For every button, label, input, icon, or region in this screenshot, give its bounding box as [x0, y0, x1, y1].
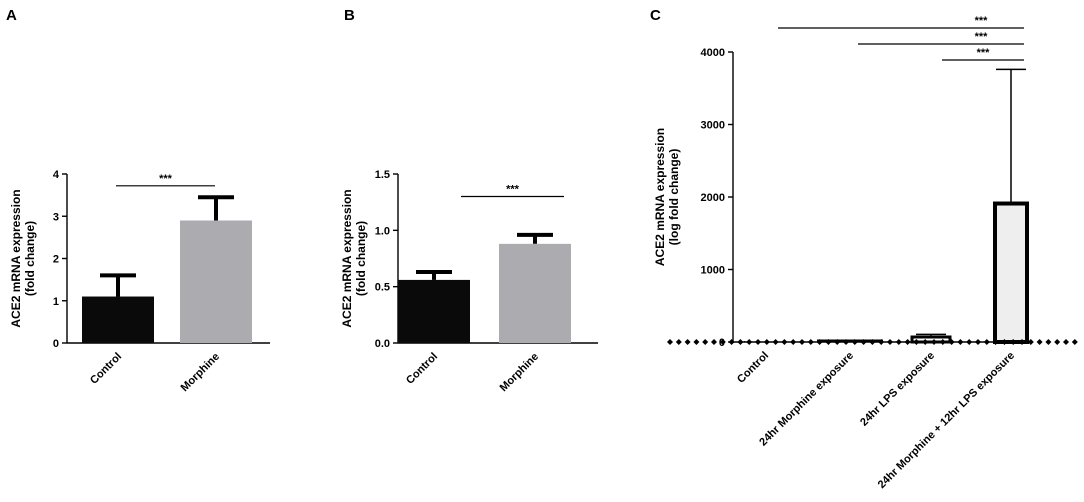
panel-letter: A [6, 7, 17, 24]
baseline-marker [869, 339, 876, 345]
category-label: 24hr Morphine exposure [757, 350, 856, 449]
baseline-marker [1027, 339, 1034, 345]
baseline-marker [1001, 339, 1008, 345]
baseline-marker [957, 339, 964, 345]
baseline-marker [1063, 339, 1069, 345]
y-tick-label: 0 [53, 338, 59, 350]
baseline-marker [763, 339, 770, 345]
baseline-marker [781, 339, 788, 345]
y-axis-label: ACE2 mRNA expression [340, 189, 354, 327]
y-tick-label: 1 [53, 296, 59, 308]
baseline-marker [790, 339, 797, 345]
panel-c: C01000200030004000ACE2 mRNA expression(l… [650, 7, 1078, 491]
baseline-marker [931, 339, 937, 345]
category-label: Control [88, 351, 124, 387]
y-tick-label: 3000 [701, 120, 725, 132]
bar-morphine [180, 220, 252, 343]
y-tick-label: 4000 [701, 47, 725, 59]
y-tick-label: 0.0 [375, 338, 390, 350]
baseline-marker [948, 339, 955, 345]
baseline-marker [816, 339, 823, 345]
significance-label: *** [977, 47, 991, 59]
bar-control [82, 296, 154, 343]
baseline-marker [1010, 339, 1017, 345]
significance-label: *** [159, 173, 173, 185]
baseline-marker [1054, 339, 1061, 345]
bar-control [398, 279, 470, 343]
y-axis-label: ACE2 mRNA expression [9, 189, 23, 327]
baseline-marker [772, 339, 779, 345]
baseline-marker [904, 339, 911, 345]
panel-letter: C [650, 7, 661, 24]
baseline-marker [922, 339, 929, 345]
significance-label: *** [975, 15, 989, 27]
baseline-marker [975, 339, 981, 345]
baseline-marker [878, 339, 885, 345]
y-tick-label: 3 [53, 211, 59, 223]
baseline-marker [992, 339, 999, 345]
baseline-marker [693, 339, 700, 345]
y-axis-label-unit: (fold change) [23, 221, 37, 296]
panel-b: B 0.0 0.5 1.0 1.5 ACE2 mRNA expression (fold c… [340, 7, 598, 394]
y-tick-label: 1.5 [375, 169, 390, 181]
category-label: Morphine [498, 351, 541, 394]
baseline-marker [913, 339, 920, 345]
panel-letter: B [344, 7, 355, 24]
baseline-marker [807, 339, 814, 345]
significance-label: *** [975, 31, 989, 43]
significance-label: *** [506, 184, 520, 196]
baseline-marker [834, 339, 841, 345]
y-tick-label: 0.5 [375, 282, 390, 294]
baseline-marker [1045, 339, 1052, 345]
baseline-marker [1019, 339, 1025, 345]
baseline-marker [983, 339, 990, 345]
category-label: 24hr LPS exposure [858, 350, 937, 429]
baseline-marker [966, 339, 973, 345]
y-axis-label-unit: (log fold change) [667, 149, 681, 246]
baseline-marker [1036, 339, 1043, 345]
y-tick-label: 1.0 [375, 225, 390, 237]
baseline-markers [667, 339, 1078, 345]
baseline-marker [711, 339, 717, 345]
category-label: Morphine [179, 351, 222, 394]
baseline-marker [755, 339, 761, 345]
bar-morphine [499, 243, 571, 343]
baseline-marker [887, 339, 893, 345]
baseline-marker [667, 339, 673, 345]
baseline-marker [684, 339, 691, 345]
baseline-marker [702, 339, 709, 345]
baseline-marker [895, 339, 902, 345]
baseline-marker [939, 339, 946, 345]
baseline-marker [825, 339, 832, 345]
baseline-marker [719, 339, 726, 345]
y-tick-label: 1000 [701, 265, 725, 277]
category-label: Control [735, 350, 771, 386]
baseline-marker [728, 339, 735, 345]
baseline-marker [851, 339, 858, 345]
baseline-marker [1071, 339, 1078, 345]
baseline-marker [799, 339, 805, 345]
bar-24hr-morphine-12hr-lps-exposure [993, 201, 1029, 344]
y-tick-label: 4 [53, 169, 60, 181]
y-tick-label: 2000 [701, 192, 725, 204]
panel-a: A 0 1 2 3 4 ACE2 mRNA expression (fold change) C… [6, 7, 270, 394]
baseline-marker [737, 339, 744, 345]
category-label: Control [404, 351, 440, 387]
baseline-marker [860, 339, 867, 345]
y-axis-label: ACE2 mRNA expression [653, 128, 667, 266]
category-label: 24hr Morphine + 12hr LPS exposure [876, 350, 1017, 491]
y-tick-label: 2 [53, 254, 59, 266]
bar-control [744, 341, 745, 342]
baseline-marker [843, 339, 849, 345]
y-axis-label-unit: (fold change) [354, 221, 368, 296]
baseline-marker [675, 339, 682, 345]
baseline-marker [746, 339, 753, 345]
bar-24hr-morphine-exposure [817, 339, 883, 342]
